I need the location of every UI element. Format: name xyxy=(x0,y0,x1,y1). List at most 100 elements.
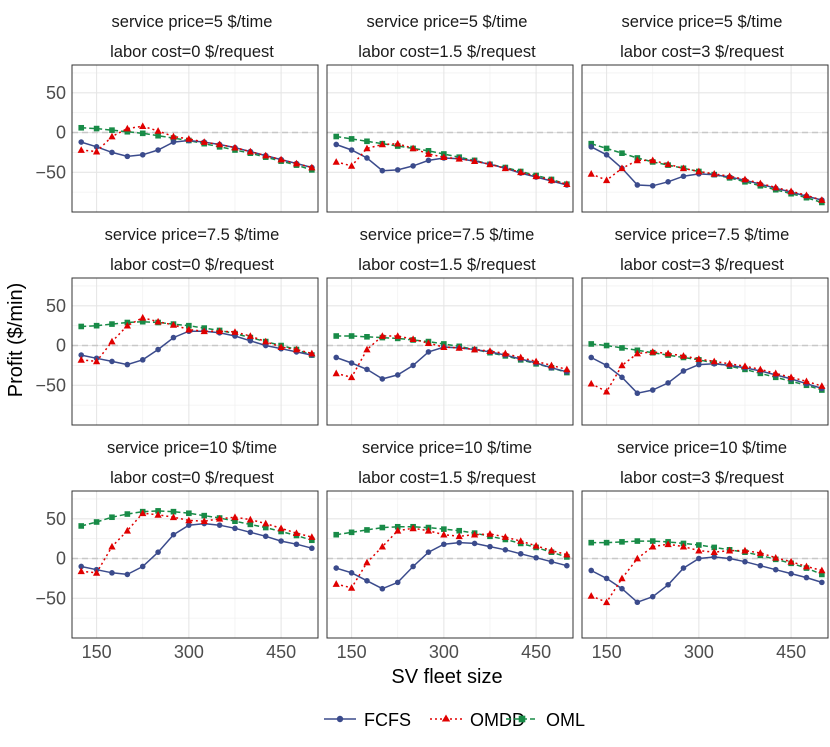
point-fcfs xyxy=(410,362,416,369)
point-fcfs xyxy=(155,346,161,353)
point-omdd xyxy=(633,554,641,562)
point-omdd xyxy=(679,542,688,550)
point-oml xyxy=(364,527,370,533)
panel-border xyxy=(581,277,829,426)
panel-r0-c1 xyxy=(326,64,574,213)
point-omdd xyxy=(363,144,371,152)
point-fcfs xyxy=(109,358,115,365)
point-oml xyxy=(619,539,625,545)
point-omdd xyxy=(517,537,525,544)
series-line-oml xyxy=(81,510,313,542)
point-omdd xyxy=(92,147,101,155)
point-omdd xyxy=(108,132,116,140)
point-omdd xyxy=(200,138,208,145)
point-fcfs xyxy=(819,579,825,586)
point-omdd xyxy=(440,530,448,538)
point-oml xyxy=(819,571,825,578)
point-oml xyxy=(379,524,386,531)
point-fcfs xyxy=(93,144,100,150)
legend: FCFS OMDD OML xyxy=(324,710,585,730)
point-fcfs xyxy=(394,167,401,173)
point-fcfs xyxy=(379,585,386,592)
point-fcfs xyxy=(348,570,355,576)
panel-r2-c0 xyxy=(71,490,319,639)
point-omdd xyxy=(470,157,479,164)
series-line-fcfs xyxy=(590,556,823,604)
point-omdd xyxy=(440,153,448,161)
point-omdd xyxy=(455,344,463,351)
point-fcfs xyxy=(665,179,671,185)
legend-marker-fcfs xyxy=(336,715,344,723)
point-omdd xyxy=(292,345,301,353)
point-fcfs xyxy=(564,562,570,569)
point-omdd xyxy=(649,348,657,355)
point-fcfs xyxy=(548,558,555,565)
point-fcfs xyxy=(425,349,432,355)
point-omdd xyxy=(185,135,193,142)
strip-row-label: service price=10 $/time xyxy=(617,439,787,457)
strip-col-label: labor cost=0 $/request xyxy=(110,256,274,274)
point-fcfs xyxy=(742,558,748,565)
series-line-oml xyxy=(590,142,823,204)
point-omdd xyxy=(77,356,85,363)
point-oml xyxy=(333,133,340,140)
panel-border xyxy=(71,490,319,639)
point-omdd xyxy=(292,159,301,167)
strip-col-label: labor cost=0 $/request xyxy=(110,43,274,61)
point-omdd xyxy=(424,526,433,534)
point-fcfs xyxy=(665,581,671,588)
panel-border xyxy=(326,64,574,213)
series-line-fcfs xyxy=(590,146,823,201)
point-fcfs xyxy=(803,574,810,581)
point-omdd xyxy=(710,357,718,365)
point-fcfs xyxy=(619,585,625,592)
legend-item-fcfs: FCFS xyxy=(324,710,411,730)
point-fcfs xyxy=(680,173,687,180)
point-fcfs xyxy=(619,374,625,381)
point-fcfs xyxy=(364,366,370,373)
point-omdd xyxy=(154,511,162,518)
y-tick-label: 0 xyxy=(56,549,66,569)
point-oml xyxy=(186,510,192,517)
point-fcfs xyxy=(333,141,340,148)
point-oml xyxy=(124,128,131,135)
point-oml xyxy=(139,130,146,137)
point-omdd xyxy=(200,327,208,335)
y-tick-label: 50 xyxy=(46,296,66,316)
point-omdd xyxy=(501,349,509,357)
point-omdd xyxy=(292,529,301,536)
series-line-fcfs xyxy=(335,143,568,186)
point-fcfs xyxy=(379,376,386,382)
point-oml xyxy=(348,333,355,339)
point-omdd xyxy=(563,550,571,558)
point-oml xyxy=(78,323,85,330)
strip-row-label: service price=10 $/time xyxy=(362,439,532,457)
point-omdd xyxy=(618,164,626,172)
point-omdd xyxy=(231,513,239,521)
point-oml xyxy=(333,531,340,538)
point-omdd xyxy=(602,176,611,184)
series-line-omdd xyxy=(81,316,313,363)
point-omdd xyxy=(394,139,402,147)
panel-border xyxy=(326,490,574,639)
strip-row-label: service price=10 $/time xyxy=(107,439,277,457)
x-axis-ticks: 150 300 450 150 300 450 150 300 450 xyxy=(82,642,807,662)
point-oml xyxy=(603,539,610,546)
x-tick-label: 450 xyxy=(521,642,551,662)
point-fcfs xyxy=(186,522,192,528)
point-fcfs xyxy=(603,575,610,582)
point-omdd xyxy=(563,180,571,188)
point-omdd xyxy=(409,524,417,532)
point-omdd xyxy=(802,377,811,385)
point-omdd xyxy=(424,339,433,347)
point-omdd xyxy=(725,172,734,180)
point-oml xyxy=(232,518,238,524)
point-omdd xyxy=(277,155,285,163)
strip-row-label: service price=5 $/time xyxy=(622,13,783,31)
point-omdd xyxy=(470,345,479,353)
panel-r1-c2 xyxy=(581,277,829,426)
point-omdd xyxy=(633,156,641,164)
point-oml xyxy=(348,529,355,536)
point-oml xyxy=(262,524,269,531)
